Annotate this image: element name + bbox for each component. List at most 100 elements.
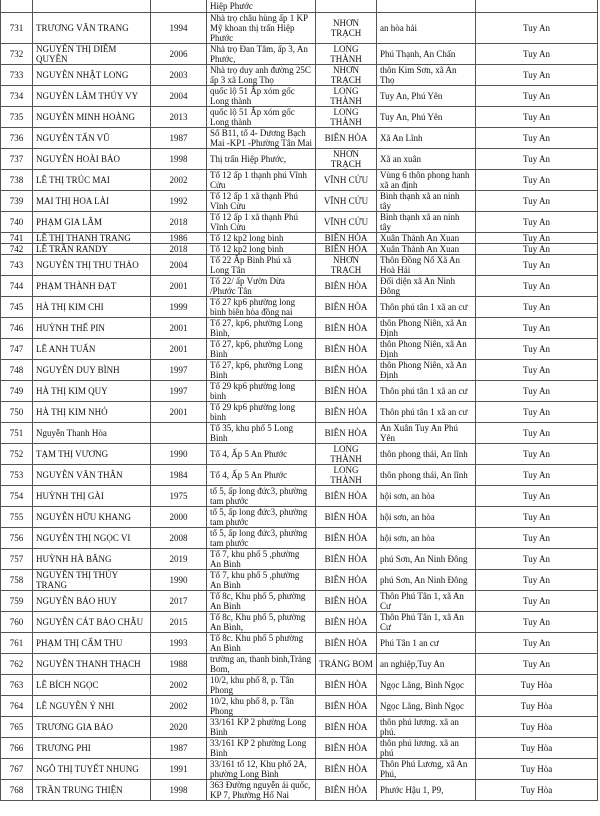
cell-name: LÊ ANH TUẤN: [32, 338, 151, 360]
cell-hometown: Thôn phú tân 1 xã an cư: [376, 380, 476, 402]
cell-province: Tuy Hòa: [475, 758, 598, 780]
cell-no: 743: [0, 254, 33, 276]
cell-name: NGUYỄN THANH THẠCH: [32, 653, 151, 675]
cell-hometown: hội sơn, an hòa: [376, 527, 476, 549]
cell-year: 2013: [150, 106, 207, 128]
cell-district: NHƠN TRẠCH: [315, 148, 377, 170]
cell-no: 740: [0, 211, 33, 233]
cell-name: TRƯƠNG GIA BẢO: [32, 716, 151, 738]
cell-hometown: Thôn Đồng Nổ Xã An Hoà Hải: [376, 254, 476, 276]
cell-hometown: phú Sơn, An Ninh Đông: [376, 548, 476, 570]
cell-no: 751: [0, 422, 33, 444]
cell-year: 1987: [150, 127, 207, 149]
cell-no: 761: [0, 632, 33, 654]
cell-hometown: Thôn Phú Tân 1, xã An Cư: [376, 611, 476, 633]
table-row: 750 HÀ THỊ KIM NHỎ 2001 Tổ 29 kp6 phường lo…: [0, 401, 598, 423]
cell-name: LÊ TRẦN RANDY: [32, 243, 151, 255]
cell-name: Nguyễn Thanh Hòa: [32, 422, 151, 444]
cell-district: NHƠN TRẠCH: [315, 254, 377, 276]
cell-district: BIÊN HÒA: [315, 317, 377, 339]
table-row: 731 TRƯƠNG VĂN TRANG 1994 Nhà trọ châu hùng…: [0, 12, 598, 44]
cell-no: 758: [0, 569, 33, 591]
cell-year: 1975: [150, 485, 207, 507]
table-row: 740 PHẠM GIA LÂM 2018 Tổ 12 ấp 1 xã thạnh P…: [0, 211, 598, 233]
cell-district: BIÊN HÒA: [315, 716, 377, 738]
cell-hometown: Thôn Phú Lương, xã An Phú,: [376, 758, 476, 780]
cell-no: 733: [0, 64, 33, 86]
cell-province: Tuy An: [475, 632, 598, 654]
cell-name: LÊ THỊ TRÚC MAI: [32, 169, 151, 191]
cell-district: BIÊN HÒA: [315, 590, 377, 612]
cell-province: Tuy An: [475, 464, 598, 486]
cell-year: 2004: [150, 85, 207, 107]
cell-district: BIÊN HÒA: [315, 779, 377, 801]
cell-province: Tuy An: [475, 148, 598, 170]
cell-name: PHẠM THÀNH ĐẠT: [32, 275, 151, 297]
cell-district: BIÊN HÒA: [315, 401, 377, 423]
cell-district: BIÊN HÒA: [315, 611, 377, 633]
cell-address: Hiệp Phước: [206, 0, 316, 13]
table-row: 751 Nguyễn Thanh Hòa Tổ 35, khu phố 5 Long…: [0, 422, 598, 444]
table-row: 737 NGUYỄN HOÀI BẢO 1998 Thị trấn Hiệp Phướ…: [0, 148, 598, 170]
cell-name: NGUYỄN LÂM THÚY VY: [32, 85, 151, 107]
cell-year: 2018: [150, 211, 207, 233]
cell-hometown: Phước Hậu 1, P9,: [376, 779, 476, 801]
table-row: 733 NGUYỄN NHẬT LONG 2003 Nhà trọ duy anh đ…: [0, 64, 598, 86]
cell-name: MAI THỊ HOA LÀI: [32, 190, 151, 212]
cell-year: 1998: [150, 779, 207, 801]
cell-address: 10/2, khu phố 8, p. Tân Phong: [206, 695, 316, 717]
table-row: 758 NGUYỄN THỊ THÚY TRANG 1990 Tổ 7, khu ph…: [0, 569, 598, 591]
cell-province: Tuy An: [475, 527, 598, 549]
cell-address: tổ 5, ấp long đức3, phường tam phước: [206, 506, 316, 528]
cell-address: Tổ 29 kp6 phường long bình: [206, 401, 316, 423]
cell-name: HUỲNH HÀ BĂNG: [32, 548, 151, 570]
cell-address: tổ 5, ấp long đức3, phường tam phước: [206, 485, 316, 507]
cell-name: LÊ BÍCH NGỌC: [32, 674, 151, 696]
cell-hometown: thôn phong thái, An lĩnh: [376, 464, 476, 486]
cell-province: Tuy An: [475, 401, 598, 423]
cell-no: 763: [0, 674, 33, 696]
cell-address: Số B11, tổ 4- Dương Bạch Mai -KP1 -Phườn…: [206, 127, 316, 149]
cell-province: Tuy An: [475, 653, 598, 675]
cell-hometown: [376, 0, 476, 13]
cell-address: Tổ 12 ấp 1 xã thạnh Phú Vĩnh Cửu: [206, 190, 316, 212]
cell-no: 732: [0, 43, 33, 65]
table-row: 759 NGUYỄN BẢO HUY 2017 Tổ 8c, Khu phố 5, p…: [0, 590, 598, 612]
cell-district: LONG THÀNH: [315, 464, 377, 486]
cell-address: Tổ 27, kp6, phường Long Bình: [206, 359, 316, 381]
cell-province: Tuy An: [475, 338, 598, 360]
cell-year: 2001: [150, 338, 207, 360]
cell-address: Nhà trọ duy anh đường 25C ấp 3 xã Long T…: [206, 64, 316, 86]
cell-year: 2001: [150, 317, 207, 339]
cell-name: TRƯƠNG PHI: [32, 737, 151, 759]
cell-province: Tuy An: [475, 232, 598, 244]
cell-year: 2015: [150, 611, 207, 633]
cell-address: Tổ 7, khu phố 5 ,phường An Bình: [206, 569, 316, 591]
cell-district: [315, 0, 377, 13]
cell-district: BIÊN HÒA: [315, 548, 377, 570]
table-row: 757 HUỲNH HÀ BĂNG 2019 Tổ 7, khu phố 5 ,phư…: [0, 548, 598, 570]
cell-year: 1993: [150, 632, 207, 654]
cell-name: NGÔ THỊ TUYẾT NHUNG: [32, 758, 151, 780]
cell-year: 2017: [150, 590, 207, 612]
cell-name: HÀ THỊ KIM NHỎ: [32, 401, 151, 423]
cell-year: 2001: [150, 275, 207, 297]
cell-year: 2003: [150, 64, 207, 86]
table-row: 734 NGUYỄN LÂM THÚY VY 2004 quốc lộ 51 Ấp x…: [0, 85, 598, 107]
cell-hometown: Tuy An, Phú Yên: [376, 85, 476, 107]
cell-province: Tuy An: [475, 190, 598, 212]
cell-address: trường an, thanh bình,Trảng Bom,: [206, 653, 316, 675]
cell-hometown: Xuân Thành An Xuan: [376, 243, 476, 255]
cell-year: 1997: [150, 380, 207, 402]
cell-name: NGUYỄN MINH HOÀNG: [32, 106, 151, 128]
cell-province: Tuy An: [475, 254, 598, 276]
cell-year: 2019: [150, 548, 207, 570]
cell-no: 766: [0, 737, 33, 759]
table-row: 768 TRẦN TRUNG THIỆN 1998 363 Đường nguyễn …: [0, 779, 598, 801]
cell-no: 749: [0, 380, 33, 402]
cell-district: LONG THÀNH: [315, 106, 377, 128]
cell-address: tổ 5, ấp long đức3, phường tam phước: [206, 527, 316, 549]
cell-name: NGUYỄN CÁT BẢO CHÂU: [32, 611, 151, 633]
cell-address: 33/161 KP 2 phường Long Bình: [206, 737, 316, 759]
cell-year: 1992: [150, 190, 207, 212]
